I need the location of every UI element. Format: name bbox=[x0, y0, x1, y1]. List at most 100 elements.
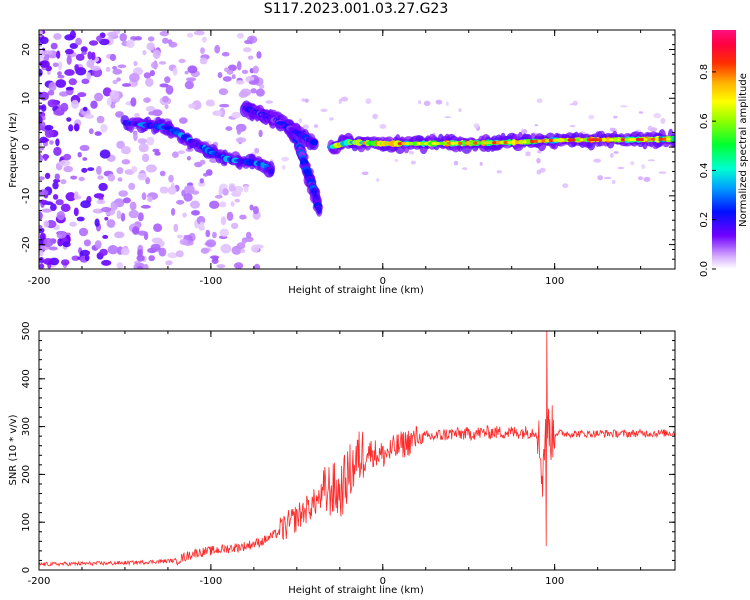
noise-blob bbox=[165, 85, 174, 95]
noise-blob bbox=[75, 37, 82, 46]
noise-blob bbox=[121, 146, 131, 155]
carrier-core bbox=[616, 138, 622, 142]
noise-blob bbox=[98, 182, 108, 192]
noise-blob bbox=[137, 138, 148, 145]
noise-blob bbox=[94, 208, 101, 214]
noise-blob bbox=[159, 30, 169, 37]
noise-blob bbox=[57, 74, 65, 79]
noise-blob bbox=[193, 30, 205, 36]
noise-blob bbox=[231, 222, 239, 230]
noise-blob bbox=[216, 264, 226, 269]
noise-blob bbox=[243, 47, 252, 53]
noise-blob bbox=[379, 124, 387, 129]
carrier-core bbox=[401, 142, 407, 146]
noise-blob bbox=[410, 160, 416, 165]
noise-blob bbox=[66, 55, 72, 65]
noise-blob bbox=[145, 78, 154, 87]
noise-blob bbox=[539, 167, 546, 173]
noise-blob bbox=[48, 246, 58, 251]
carrier-core bbox=[537, 139, 543, 143]
noise-blob bbox=[110, 103, 116, 109]
noise-blob bbox=[128, 209, 139, 219]
noise-blob bbox=[219, 201, 227, 208]
noise-blob bbox=[162, 95, 169, 103]
noise-blob bbox=[88, 40, 99, 46]
noise-blob bbox=[141, 192, 147, 201]
noise-blob bbox=[53, 33, 62, 40]
noise-blob bbox=[73, 123, 80, 132]
noise-blob bbox=[129, 201, 137, 211]
noise-blob bbox=[170, 182, 175, 192]
noise-blob bbox=[116, 167, 124, 175]
colorbar: 0.0 0.2 0.4 0.6 0.8 Normalized spectral ampl… bbox=[699, 30, 749, 277]
noise-blob bbox=[137, 173, 148, 181]
carrier-core bbox=[628, 138, 634, 142]
snr-y-label: SNR (10 * v/v) bbox=[8, 414, 19, 485]
noise-blob bbox=[220, 243, 232, 254]
carrier-core bbox=[518, 140, 524, 144]
noise-blob bbox=[39, 224, 43, 230]
noise-blob bbox=[63, 153, 72, 161]
noise-blob bbox=[660, 117, 666, 124]
carrier-core bbox=[446, 141, 452, 145]
noise-blob bbox=[265, 100, 274, 104]
carrier-core bbox=[412, 142, 418, 146]
noise-blob bbox=[340, 96, 349, 102]
noise-blob bbox=[303, 124, 309, 130]
noise-blob bbox=[134, 112, 140, 118]
noise-blob bbox=[313, 124, 319, 128]
noise-blob bbox=[445, 101, 449, 106]
ridge-core bbox=[672, 136, 675, 142]
noise-blob bbox=[84, 254, 90, 262]
noise-blob bbox=[142, 50, 147, 56]
noise-blob bbox=[84, 114, 95, 119]
noise-blob bbox=[118, 190, 128, 197]
noise-blob bbox=[230, 201, 235, 207]
noise-blob bbox=[250, 88, 257, 94]
noise-blob bbox=[182, 212, 187, 218]
noise-blob bbox=[39, 154, 44, 163]
carrier-core bbox=[639, 137, 645, 142]
snr-frame bbox=[38, 330, 676, 571]
noise-blob bbox=[77, 92, 87, 98]
noise-blob bbox=[57, 71, 62, 76]
carrier-core bbox=[605, 138, 611, 142]
spectrogram-frame bbox=[38, 29, 676, 270]
ridge-core bbox=[309, 139, 319, 145]
carrier-core bbox=[579, 138, 584, 142]
carrier-core bbox=[598, 138, 603, 142]
noise-blob bbox=[658, 171, 667, 174]
noise-blob bbox=[226, 69, 234, 75]
noise-blob bbox=[74, 64, 79, 72]
noise-blob bbox=[200, 47, 205, 54]
noise-blob bbox=[200, 247, 210, 254]
carrier-core bbox=[461, 141, 467, 145]
noise-blob bbox=[637, 176, 644, 181]
noise-blob bbox=[394, 159, 399, 162]
noise-blob bbox=[525, 151, 531, 157]
noise-blob bbox=[78, 227, 89, 237]
carrier-core bbox=[416, 142, 422, 146]
noise-blob bbox=[227, 64, 237, 72]
noise-blob bbox=[39, 68, 43, 77]
noise-blob bbox=[47, 99, 58, 108]
noise-blob bbox=[603, 176, 612, 180]
noise-blob bbox=[117, 177, 123, 182]
noise-blob bbox=[154, 151, 161, 156]
noise-blob bbox=[241, 237, 247, 244]
noise-blob bbox=[109, 90, 120, 100]
noise-blob bbox=[253, 263, 261, 269]
spectrogram-marks bbox=[39, 30, 675, 269]
noise-blob bbox=[131, 166, 138, 173]
noise-blob bbox=[172, 67, 178, 76]
y-tick-label: -20 bbox=[21, 236, 32, 252]
noise-blob bbox=[630, 161, 635, 166]
noise-blob bbox=[94, 131, 102, 136]
noise-blob bbox=[236, 127, 242, 135]
noise-blob bbox=[99, 248, 108, 256]
noise-blob bbox=[647, 125, 653, 131]
noise-blob bbox=[164, 104, 169, 109]
noise-blob bbox=[52, 62, 59, 68]
ridge-core bbox=[317, 207, 322, 214]
noise-blob bbox=[521, 129, 528, 134]
